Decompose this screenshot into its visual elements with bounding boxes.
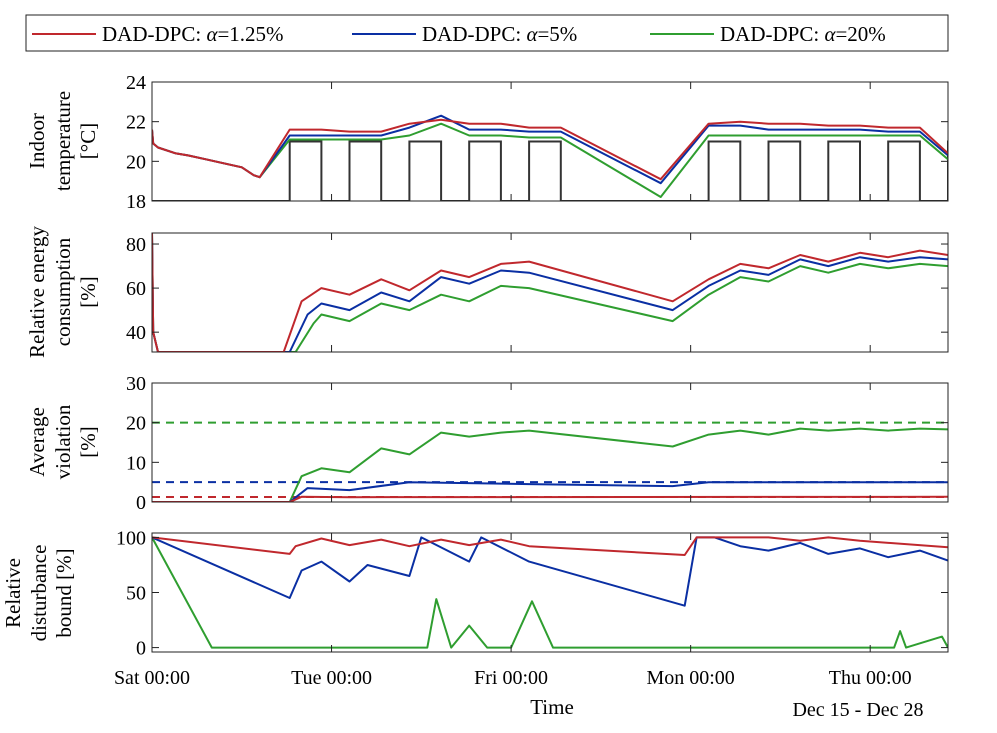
energy-series-group bbox=[152, 233, 948, 352]
ylabel-energy-line2: consumption bbox=[51, 237, 75, 346]
violation-series-a20 bbox=[152, 427, 948, 502]
x-tick-label: Mon 00:00 bbox=[646, 667, 734, 689]
panel-violation: Average violation [%] 0 10 20 30 bbox=[25, 373, 949, 514]
ylabel-disturbance-line3: bound [%] bbox=[52, 548, 76, 637]
legend-entry-a5: DAD-DPC: α=5% bbox=[422, 22, 577, 46]
plot-area-disturbance: 0 50 100 bbox=[116, 527, 949, 660]
energy-axes-box bbox=[151, 232, 949, 353]
plot-area-violation: 0 10 20 30 bbox=[126, 373, 949, 514]
x-tick-label: Thu 00:00 bbox=[829, 667, 912, 689]
temperature-axes-box bbox=[151, 81, 949, 202]
energy-ytick-label: 40 bbox=[126, 322, 146, 344]
energy-series-a125 bbox=[152, 233, 948, 352]
violation-ytick-label: 10 bbox=[126, 452, 146, 474]
disturbance-ytick-label: 100 bbox=[116, 527, 146, 549]
panel-disturbance: Relative disturbance bound [%] 0 50 100 bbox=[1, 527, 949, 660]
temperature-ytick-label: 22 bbox=[126, 112, 146, 134]
disturbance-ytick-label: 0 bbox=[136, 638, 146, 660]
violation-ytick-label: 0 bbox=[136, 492, 146, 514]
x-axis-label: Time bbox=[530, 695, 574, 719]
temperature-ytick-label: 20 bbox=[126, 151, 146, 173]
violation-series-group bbox=[152, 421, 948, 502]
panel-temperature: Indoor temperature [°C] 18 20 22 24 bbox=[25, 72, 949, 213]
violation-ytick-label: 30 bbox=[126, 373, 146, 395]
violation-series-a5 bbox=[152, 481, 948, 502]
disturbance-series-group bbox=[152, 536, 948, 649]
temperature-ytick-label: 18 bbox=[126, 191, 146, 213]
ylabel-temperature-line2: temperature bbox=[51, 91, 75, 191]
disturbance-ytick-label: 50 bbox=[126, 583, 146, 605]
setpoint-line bbox=[152, 140, 948, 201]
x-tick-label: Sat 00:00 bbox=[114, 667, 190, 689]
energy-series-a20 bbox=[152, 233, 948, 352]
energy-series-a5 bbox=[152, 233, 948, 352]
temperature-ytick-label: 24 bbox=[126, 72, 146, 94]
energy-ytick-label: 80 bbox=[126, 234, 146, 256]
energy-ytick-label: 60 bbox=[126, 278, 146, 300]
violation-series-a125 bbox=[152, 495, 948, 502]
ylabel-disturbance-line1: Relative bbox=[1, 558, 25, 628]
disturbance-series-a5 bbox=[152, 536, 948, 607]
violation-axes-box bbox=[151, 382, 949, 503]
temperature-series-a125 bbox=[152, 118, 948, 181]
x-tick-label: Tue 00:00 bbox=[291, 667, 372, 689]
ylabel-energy-line1: Relative energy bbox=[25, 226, 49, 358]
disturbance-series-a125 bbox=[152, 536, 948, 556]
ylabel-disturbance-line2: disturbance bbox=[27, 545, 51, 642]
ylabel-violation-line1: Average bbox=[25, 407, 49, 477]
ylabel-violation-line3: [%] bbox=[76, 426, 100, 457]
temperature-series-group bbox=[152, 114, 948, 201]
legend-entry-a125: DAD-DPC: α=1.25% bbox=[102, 22, 284, 46]
ylabel-violation-line2: violation bbox=[51, 404, 75, 479]
violation-ytick-label: 20 bbox=[126, 413, 146, 435]
plot-area-energy: 40 60 80 bbox=[126, 232, 949, 353]
ylabel-temperature-line3: [°C] bbox=[76, 123, 100, 159]
ylabel-energy-line3: [%] bbox=[76, 276, 100, 307]
date-range-label: Dec 15 - Dec 28 bbox=[792, 699, 923, 721]
legend: DAD-DPC: α=1.25% DAD-DPC: α=5% DAD-DPC: … bbox=[25, 14, 949, 52]
ylabel-temperature-line1: Indoor bbox=[25, 113, 49, 169]
x-tick-label: Fri 00:00 bbox=[474, 667, 548, 689]
x-tick-labels: Sat 00:00 Tue 00:00 Fri 00:00 Mon 00:00 Thu … bbox=[114, 667, 912, 689]
plot-area-temperature: 18 20 22 24 bbox=[126, 72, 949, 213]
legend-box bbox=[25, 14, 949, 52]
legend-entry-a20: DAD-DPC: α=20% bbox=[720, 22, 886, 46]
panel-energy: Relative energy consumption [%] 40 60 80 bbox=[25, 226, 949, 358]
